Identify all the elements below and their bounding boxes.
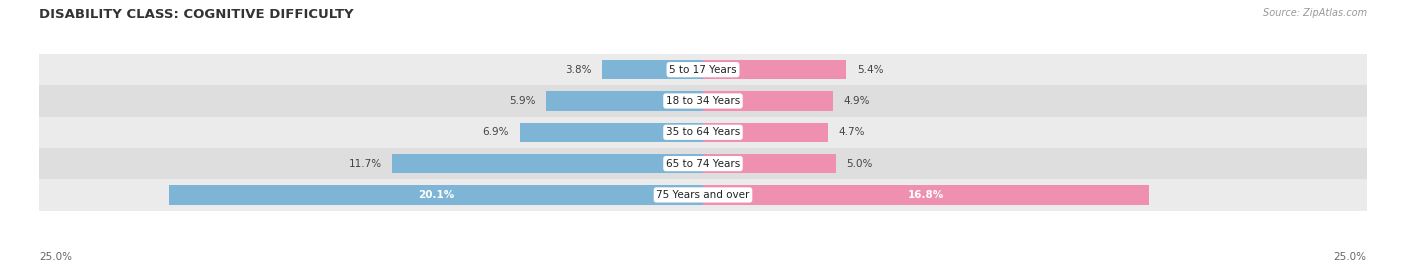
- Text: 35 to 64 Years: 35 to 64 Years: [666, 127, 740, 137]
- Text: 5.4%: 5.4%: [858, 65, 883, 75]
- Bar: [703, 154, 835, 173]
- Bar: [39, 85, 1367, 117]
- Text: 4.7%: 4.7%: [838, 127, 865, 137]
- Bar: [39, 148, 1367, 179]
- Bar: [39, 117, 1367, 148]
- Text: 6.9%: 6.9%: [482, 127, 509, 137]
- Text: 16.8%: 16.8%: [908, 190, 943, 200]
- Text: 3.8%: 3.8%: [565, 65, 592, 75]
- Bar: [703, 60, 846, 79]
- Bar: [520, 123, 703, 142]
- Bar: [703, 185, 1149, 205]
- Text: 5.9%: 5.9%: [509, 96, 536, 106]
- Bar: [170, 185, 703, 205]
- Bar: [392, 154, 703, 173]
- Text: 4.9%: 4.9%: [844, 96, 870, 106]
- Text: 65 to 74 Years: 65 to 74 Years: [666, 158, 740, 169]
- Text: 75 Years and over: 75 Years and over: [657, 190, 749, 200]
- Text: 25.0%: 25.0%: [1334, 252, 1367, 262]
- Bar: [39, 179, 1367, 211]
- Text: Source: ZipAtlas.com: Source: ZipAtlas.com: [1263, 8, 1367, 18]
- Text: 5 to 17 Years: 5 to 17 Years: [669, 65, 737, 75]
- Text: DISABILITY CLASS: COGNITIVE DIFFICULTY: DISABILITY CLASS: COGNITIVE DIFFICULTY: [39, 8, 354, 21]
- Bar: [703, 123, 828, 142]
- Bar: [602, 60, 703, 79]
- Bar: [703, 91, 834, 111]
- Text: 5.0%: 5.0%: [846, 158, 873, 169]
- Bar: [547, 91, 703, 111]
- Text: 11.7%: 11.7%: [349, 158, 382, 169]
- Text: 18 to 34 Years: 18 to 34 Years: [666, 96, 740, 106]
- Bar: [39, 54, 1367, 85]
- Text: 20.1%: 20.1%: [418, 190, 454, 200]
- Text: 25.0%: 25.0%: [39, 252, 72, 262]
